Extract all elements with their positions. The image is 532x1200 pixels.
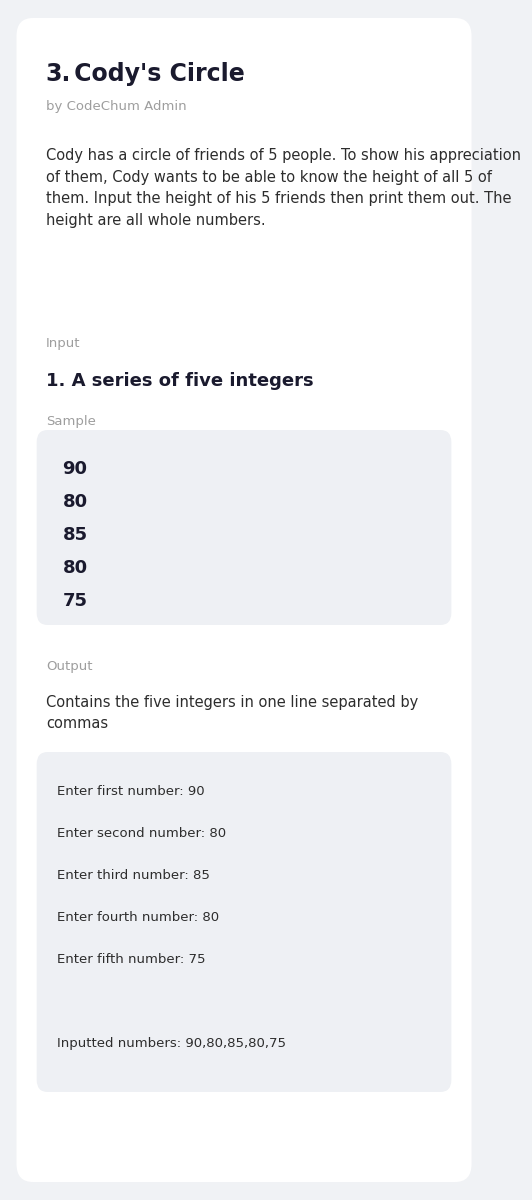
Text: Contains the five integers in one line separated by
commas: Contains the five integers in one line s…: [46, 695, 418, 731]
Text: 80: 80: [62, 559, 87, 577]
Text: 90: 90: [62, 460, 87, 478]
Text: Inputted numbers: 90,80,85,80,75: Inputted numbers: 90,80,85,80,75: [57, 1037, 286, 1050]
Text: Enter fifth number: 75: Enter fifth number: 75: [57, 953, 205, 966]
FancyBboxPatch shape: [16, 18, 471, 1182]
Text: by CodeChum Admin: by CodeChum Admin: [46, 100, 187, 113]
Text: 75: 75: [62, 592, 87, 610]
Text: 3.: 3.: [46, 62, 71, 86]
Text: Input: Input: [46, 337, 80, 350]
Text: Enter first number: 90: Enter first number: 90: [57, 785, 204, 798]
Text: Enter second number: 80: Enter second number: 80: [57, 827, 226, 840]
Text: Output: Output: [46, 660, 93, 673]
Text: 80: 80: [62, 493, 87, 511]
Text: Sample: Sample: [46, 415, 96, 428]
Text: Cody has a circle of friends of 5 people. To show his appreciation of them, Cody: Cody has a circle of friends of 5 people…: [46, 148, 521, 228]
Text: Enter third number: 85: Enter third number: 85: [57, 869, 210, 882]
FancyBboxPatch shape: [37, 752, 451, 1092]
Text: Enter fourth number: 80: Enter fourth number: 80: [57, 911, 219, 924]
Text: Cody's Circle: Cody's Circle: [66, 62, 245, 86]
Text: 1. A series of five integers: 1. A series of five integers: [46, 372, 313, 390]
Text: 85: 85: [62, 526, 87, 544]
FancyBboxPatch shape: [37, 430, 451, 625]
